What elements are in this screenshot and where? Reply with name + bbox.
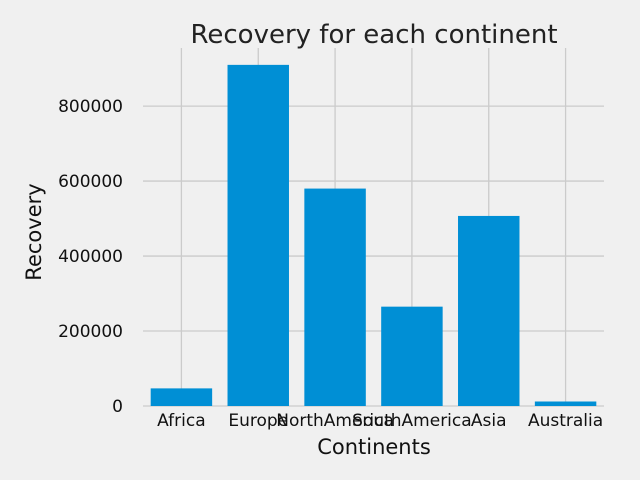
bar bbox=[227, 64, 289, 406]
x-tick-label: Asia bbox=[471, 411, 507, 431]
y-tick-label: 0 bbox=[112, 397, 123, 417]
grid-lines bbox=[143, 48, 604, 407]
x-tick-label: Europe bbox=[228, 411, 288, 431]
y-tick-labels: 0 200000 400000 600000 800000 bbox=[58, 97, 123, 417]
x-axis-label: Continents bbox=[317, 435, 431, 459]
bar bbox=[381, 306, 443, 406]
bars bbox=[150, 64, 597, 406]
bar bbox=[534, 401, 597, 406]
x-tick-label: Africa bbox=[157, 411, 206, 431]
bar bbox=[150, 388, 213, 406]
y-tick-label: 400000 bbox=[58, 247, 123, 267]
bar bbox=[304, 188, 366, 406]
chart-title: Recovery for each continent bbox=[190, 20, 557, 50]
x-tick-label: Australia bbox=[528, 411, 603, 431]
y-axis-label: Recovery bbox=[22, 183, 46, 280]
y-tick-label: 800000 bbox=[58, 97, 123, 117]
bar bbox=[458, 215, 520, 406]
y-tick-label: 200000 bbox=[58, 322, 123, 342]
x-tick-label: NorthAmerica bbox=[276, 411, 394, 431]
x-tick-label: SouthAmerica bbox=[352, 411, 472, 431]
y-tick-label: 600000 bbox=[58, 172, 123, 192]
